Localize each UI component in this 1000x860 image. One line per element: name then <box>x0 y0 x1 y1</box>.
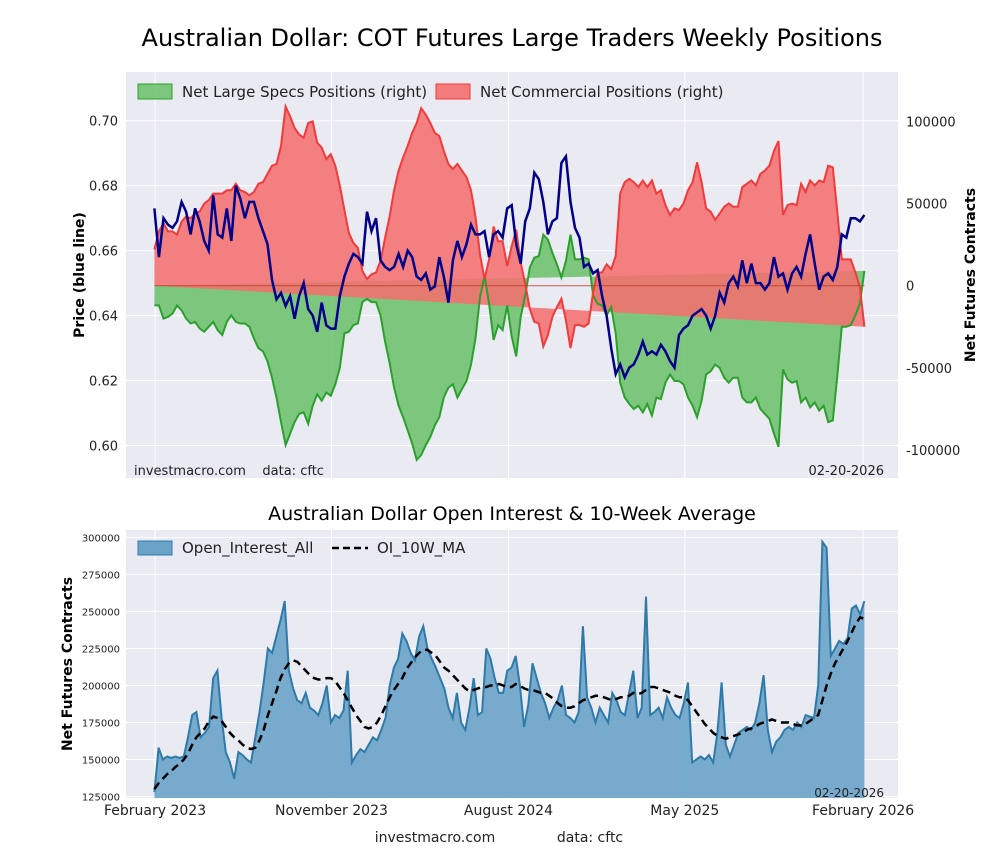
legend-swatch-commercial <box>435 83 471 100</box>
bottom-source-footer: investmacro.com <box>375 830 495 846</box>
bottom-x-axis-ticks: February 2023 November 2023 August 2024 May… <box>104 803 914 819</box>
legend-label-commercial: Net Commercial Positions (right) <box>480 83 724 101</box>
bottom-series-group <box>153 538 866 798</box>
bottom-y-tick-label-1: 150000 <box>82 756 120 767</box>
top-left-tick-label-4: 0.68 <box>89 180 118 195</box>
top-series-group <box>153 102 866 462</box>
price-line <box>153 152 866 381</box>
top-source-footer: investmacro.com data: cftc <box>134 464 324 479</box>
top-right-tick-label-1: -50000 <box>906 362 952 377</box>
bottom-y-tick-label-0: 125000 <box>82 793 120 804</box>
bottom-x-tick-label-4: February 2026 <box>812 803 914 819</box>
top-chart-title: Australian Dollar: COT Futures Large Tra… <box>142 24 883 52</box>
top-right-tick-label-0: -100000 <box>906 444 960 459</box>
commercial-line <box>153 102 866 351</box>
bottom-chart-title: Australian Dollar Open Interest & 10-Wee… <box>268 503 756 525</box>
legend-label-open-interest: Open_Interest_All <box>182 539 313 558</box>
top-right-tick-label-3: 50000 <box>906 197 947 212</box>
legend-swatch-open-interest <box>137 540 173 556</box>
specs-line <box>154 232 866 462</box>
top-right-tick-label-4: 100000 <box>906 115 956 130</box>
bottom-legend: Open_Interest_All OI_10W_MA <box>137 539 466 558</box>
top-left-axis-label: Price (blue line) <box>72 212 88 338</box>
bottom-y-axis-ticks: 125000 150000 175000 200000 225000 250000 2750… <box>82 533 120 803</box>
top-right-axis-ticks: -100000 -50000 0 50000 100000 <box>906 115 960 459</box>
legend-label-oi-ma: OI_10W_MA <box>377 539 466 558</box>
top-left-tick-label-0: 0.60 <box>89 440 118 455</box>
top-left-tick-label-5: 0.70 <box>89 115 118 130</box>
bottom-x-tick-label-2: August 2024 <box>464 803 553 819</box>
top-right-tick-label-2: 0 <box>906 280 914 295</box>
legend-label-specs: Net Large Specs Positions (right) <box>182 83 427 101</box>
bottom-x-tick-label-3: May 2025 <box>650 803 719 819</box>
open-interest-line <box>153 538 866 793</box>
bottom-y-tick-label-6: 275000 <box>82 570 120 581</box>
bottom-y-tick-label-7: 300000 <box>82 533 120 544</box>
bottom-y-tick-label-5: 250000 <box>82 607 120 618</box>
bottom-y-tick-label-3: 200000 <box>82 681 120 692</box>
legend-swatch-specs <box>137 83 173 100</box>
bottom-x-tick-label-1: November 2023 <box>275 803 388 819</box>
top-right-axis-label: Net Futures Contracts <box>963 188 979 362</box>
top-legend: Net Large Specs Positions (right) Net Co… <box>137 83 724 101</box>
bottom-y-axis-label: Net Futures Contracts <box>60 577 76 751</box>
top-left-tick-label-1: 0.62 <box>89 375 118 390</box>
bottom-y-tick-label-4: 225000 <box>82 644 120 655</box>
bottom-y-tick-label-2: 175000 <box>82 718 120 729</box>
top-left-axis-ticks: 0.60 0.62 0.64 0.66 0.68 0.70 <box>89 115 118 455</box>
bottom-x-tick-label-0: February 2023 <box>104 803 206 819</box>
oi-10w-ma-line <box>153 615 865 790</box>
top-left-tick-label-3: 0.66 <box>89 245 118 260</box>
top-date-footer: 02-20-2026 <box>808 464 884 479</box>
bottom-data-footer: data: cftc <box>557 830 623 846</box>
commercial-area <box>154 106 865 349</box>
bottom-date-footer: 02-20-2026 <box>814 786 884 800</box>
top-left-tick-label-2: 0.64 <box>89 310 118 325</box>
